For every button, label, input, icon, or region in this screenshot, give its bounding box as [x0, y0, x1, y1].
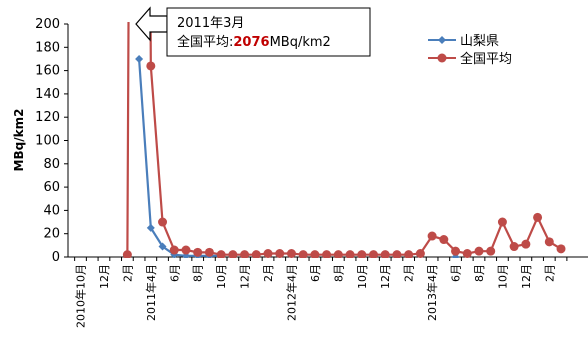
- legend-label-national: 全国平均: [460, 51, 512, 67]
- data-point-1: [193, 247, 203, 257]
- x-tick-label: 8月: [192, 264, 205, 282]
- data-point-1: [181, 245, 191, 255]
- x-tick-label: 2010年10月: [74, 264, 88, 328]
- callout-box: [166, 7, 371, 57]
- data-point-1: [427, 231, 437, 241]
- x-tick-label: 8月: [332, 264, 345, 282]
- callout-suffix: MBq/km2: [270, 35, 331, 50]
- data-point-1: [556, 244, 566, 254]
- y-tick-label: 100: [35, 134, 60, 149]
- data-point-0: [135, 54, 144, 63]
- data-point-1: [204, 247, 214, 257]
- series-1: [122, 22, 566, 258]
- y-tick-label: 60: [43, 180, 60, 195]
- y-tick-label: 140: [35, 87, 60, 102]
- data-point-1: [439, 235, 449, 245]
- x-tick-label: 2011年4月: [144, 264, 158, 321]
- data-point-1: [380, 250, 390, 258]
- legend-marker-national: [437, 53, 447, 63]
- y-axis-label: MBq/km2: [12, 109, 26, 172]
- y-tick-label: 40: [43, 203, 60, 218]
- x-tick-label: 10月: [356, 264, 369, 289]
- data-point-1: [122, 250, 132, 258]
- x-tick-label: 10月: [215, 264, 228, 289]
- data-point-1: [544, 237, 554, 247]
- y-tick-label: 180: [35, 40, 60, 55]
- data-point-1: [497, 217, 507, 227]
- data-point-1: [369, 250, 378, 258]
- data-point-1: [146, 61, 156, 71]
- x-tick-label: 6月: [309, 264, 322, 282]
- x-tick-label: 2月: [543, 264, 556, 282]
- y-tick-label: 0: [52, 250, 60, 265]
- data-point-1: [169, 245, 179, 255]
- y-tick-label: 120: [35, 110, 60, 125]
- data-point-1: [263, 249, 273, 258]
- data-point-1: [298, 250, 308, 258]
- y-tick-label: 80: [43, 157, 60, 172]
- data-point-1: [486, 246, 496, 256]
- data-point-1: [216, 250, 226, 258]
- data-point-1: [322, 250, 332, 258]
- x-tick-label: 12月: [379, 264, 392, 289]
- callout-value: 2076: [233, 35, 269, 50]
- x-tick-label: 2月: [403, 264, 416, 282]
- data-point-1: [286, 249, 296, 258]
- data-point-1: [357, 250, 367, 258]
- data-point-0: [181, 251, 190, 258]
- data-point-1: [415, 249, 425, 258]
- x-tick-label: 2月: [262, 264, 275, 282]
- x-tick-label: 2月: [121, 264, 134, 282]
- callout-prefix: 全国平均:: [177, 34, 233, 50]
- x-tick-label: 8月: [473, 264, 486, 282]
- series-layer: [122, 22, 566, 258]
- data-point-1: [533, 212, 543, 222]
- callout-line1: 2011年3月: [177, 16, 244, 31]
- data-point-1: [310, 250, 320, 258]
- x-tick-label: 12月: [98, 264, 111, 289]
- data-point-1: [240, 250, 250, 258]
- legend: 山梨県 全国平均: [428, 34, 512, 67]
- y-tick-label: 20: [43, 227, 60, 242]
- data-point-1: [392, 250, 402, 258]
- x-tick-label: 2013年4月: [425, 264, 439, 321]
- legend-label-yamanashi: 山梨県: [460, 34, 499, 49]
- data-point-0: [158, 242, 167, 251]
- annotation-callout: 2011年3月 全国平均:2076MBq/km2: [135, 6, 371, 57]
- y-tick-label: 160: [35, 64, 60, 79]
- y-tick-label: 200: [35, 17, 60, 32]
- x-tick-label: 12月: [520, 264, 533, 289]
- data-point-1: [451, 246, 461, 256]
- callout-line2: 全国平均:2076MBq/km2: [177, 34, 331, 50]
- x-tick-label: 2012年4月: [284, 264, 298, 321]
- x-tick-label: 10月: [496, 264, 509, 289]
- x-tick-label: 6月: [450, 264, 463, 282]
- x-tick-label: 6月: [168, 264, 181, 282]
- x-tick-label: 12月: [239, 264, 252, 289]
- data-point-1: [333, 250, 343, 258]
- legend-marker-yamanashi: [438, 36, 446, 44]
- data-point-1: [474, 246, 484, 256]
- data-point-1: [345, 250, 355, 258]
- data-point-1: [251, 250, 261, 258]
- data-point-0: [146, 223, 155, 232]
- x-ticks: 2010年10月 12月 2月 2011年4月 6月 8月 10月 12月 2月 2012年4月 6…: [74, 257, 568, 328]
- data-point-1: [521, 239, 531, 249]
- data-point-1: [404, 250, 414, 258]
- data-point-1: [462, 249, 472, 258]
- data-point-1: [509, 242, 519, 252]
- data-point-1: [228, 250, 238, 258]
- data-point-1: [158, 217, 168, 227]
- series-0: [135, 54, 460, 258]
- y-ticks: 0 20 40 60 80 100 120 140 160 180 200: [35, 17, 68, 265]
- data-point-1: [275, 249, 285, 258]
